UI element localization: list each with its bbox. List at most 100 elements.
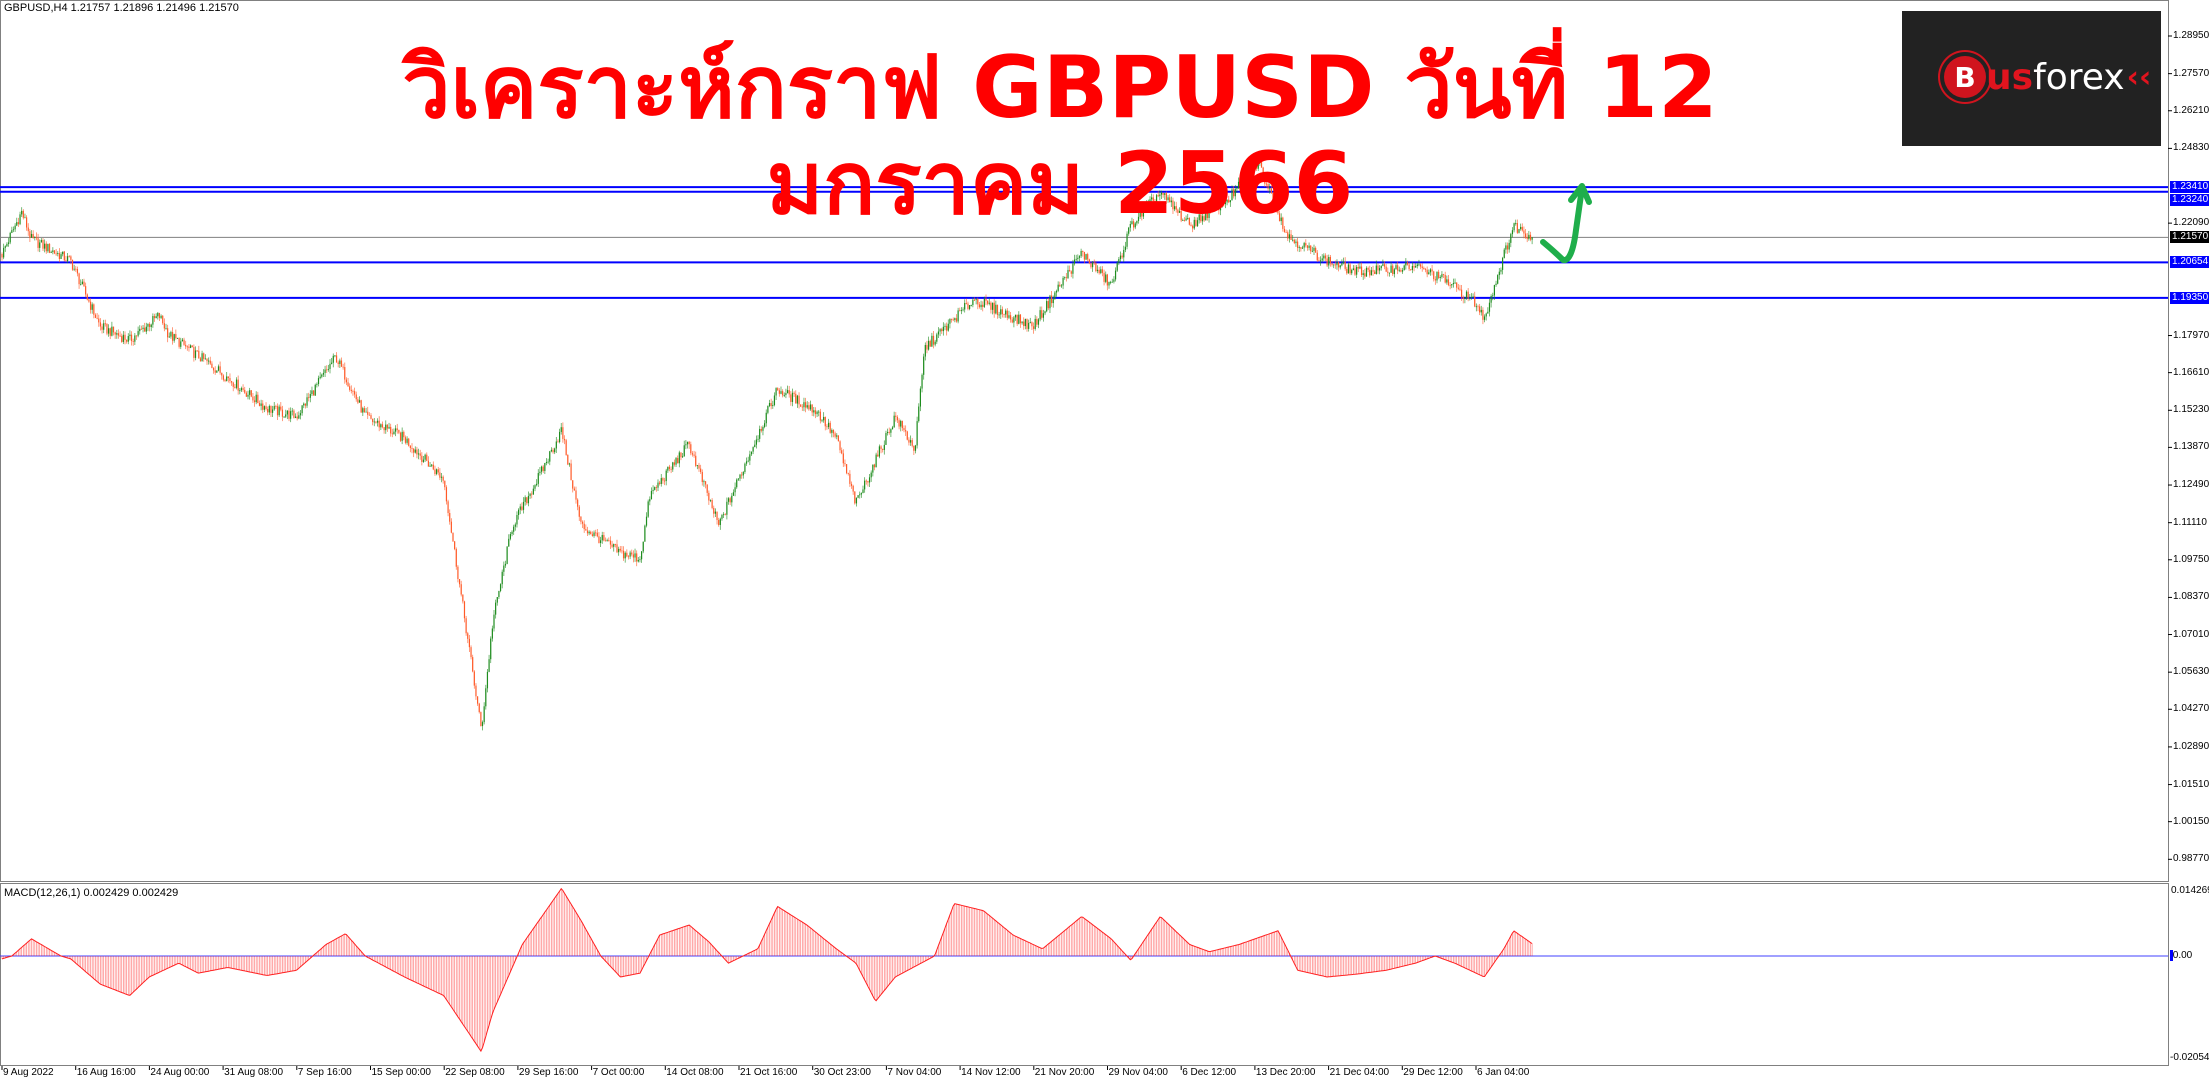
candle-bullish [385, 424, 387, 431]
candle-bullish [176, 338, 179, 339]
logo-b-icon: B [1944, 56, 1986, 98]
candle-bearish [700, 468, 702, 472]
candle-bullish [483, 706, 485, 723]
macd-indicator-pane[interactable] [0, 883, 2169, 1066]
candle-bullish [194, 350, 197, 358]
candle-bearish [990, 302, 992, 310]
candle-bullish [1365, 267, 1368, 277]
candle-bullish [1060, 285, 1063, 287]
candle-bearish [1521, 226, 1523, 231]
candle-bullish [401, 431, 403, 441]
candle-bearish [993, 302, 995, 314]
candle-bearish [688, 441, 690, 445]
candle-bearish [413, 448, 415, 453]
candle-bullish [964, 302, 966, 310]
candle-bearish [219, 366, 221, 373]
candle-bearish [185, 344, 187, 347]
candle-bullish [481, 722, 484, 727]
candle-bullish [995, 304, 997, 314]
candle-bearish [42, 240, 44, 249]
candle-bearish [58, 253, 60, 259]
candle-bullish [827, 422, 830, 428]
candle-bearish [895, 415, 897, 417]
candle-bullish [1475, 306, 1477, 308]
candle-bearish [93, 304, 95, 315]
candle-bearish [663, 480, 666, 482]
candle-bearish [250, 390, 252, 397]
time-tick-label: 7 Nov 04:00 [887, 1067, 942, 1078]
candle-bearish [221, 372, 223, 376]
price-tick-label: 1.27570 [2173, 67, 2209, 79]
candle-bearish [808, 405, 810, 410]
candle-bearish [1318, 260, 1320, 262]
candle-bullish [1149, 199, 1151, 203]
candle-bearish [677, 458, 679, 464]
candle-bearish [793, 392, 795, 394]
candle-bullish [703, 481, 705, 483]
price-tick-label: 1.07010 [2173, 628, 2209, 640]
candle-bullish [1393, 269, 1395, 275]
candle-bearish [342, 366, 344, 368]
candle-bearish [101, 326, 103, 330]
candle-bullish [155, 316, 157, 319]
candle-bullish [975, 299, 977, 300]
candle-bearish [437, 469, 439, 473]
candle-bullish [723, 514, 725, 516]
candle-bearish [112, 326, 115, 333]
candle-bullish [650, 491, 653, 500]
candle-bearish [308, 397, 310, 399]
price-chart-pane[interactable] [0, 0, 2169, 882]
candle-bearish [178, 338, 180, 347]
candle-bullish [759, 428, 761, 439]
candle-bullish [1119, 255, 1122, 260]
candle-bearish [987, 300, 989, 304]
candle-bearish [1523, 230, 1525, 234]
candle-bearish [1316, 252, 1318, 261]
candle-bullish [1259, 162, 1261, 164]
candle-bullish [1356, 266, 1358, 275]
candle-bearish [698, 465, 700, 469]
candle-bearish [1346, 268, 1348, 274]
candle-bullish [872, 464, 874, 473]
candle-bullish [1116, 262, 1118, 271]
candle-bullish [501, 571, 503, 585]
candle-bullish [1234, 189, 1236, 197]
candle-bearish [280, 406, 282, 410]
candle-bullish [916, 421, 918, 446]
candle-bullish [893, 415, 895, 428]
candle-bearish [35, 237, 38, 239]
candle-bullish [1201, 216, 1204, 222]
candle-bearish [399, 432, 402, 441]
candle-bearish [1087, 254, 1089, 260]
candle-bearish [121, 336, 123, 342]
candle-bearish [304, 403, 306, 406]
candle-bullish [139, 328, 141, 332]
page-title: วิเคราะห์กราฟ GBPUSD วันที่ 12 มกราคม 25… [402, 38, 1718, 234]
candle-bullish [1055, 290, 1058, 293]
candle-bullish [544, 462, 546, 471]
candle-bearish [1479, 306, 1481, 313]
candle-bearish [1213, 205, 1215, 208]
candle-bearish [834, 433, 836, 437]
candle-bearish [404, 437, 407, 443]
candle-bearish [124, 334, 126, 340]
candle-bullish [1123, 249, 1125, 258]
candle-bearish [1354, 268, 1356, 275]
candle-bearish [188, 346, 190, 348]
candle-bullish [1254, 164, 1256, 168]
candle-bearish [162, 315, 164, 324]
candle-bearish [1334, 264, 1336, 266]
candle-bearish [296, 416, 298, 419]
candle-bullish [1193, 219, 1195, 229]
candle-bullish [1497, 275, 1499, 284]
candle-bearish [760, 428, 762, 431]
candle-bullish [508, 538, 510, 547]
price-tick-label: 1.05630 [2173, 666, 2209, 678]
candle-bullish [522, 501, 525, 510]
candle-bearish [596, 532, 598, 537]
candle-bearish [465, 618, 467, 634]
candle-bearish [839, 441, 841, 451]
candle-bullish [260, 403, 262, 406]
candle-bullish [11, 230, 13, 233]
candle-bullish [634, 553, 636, 558]
